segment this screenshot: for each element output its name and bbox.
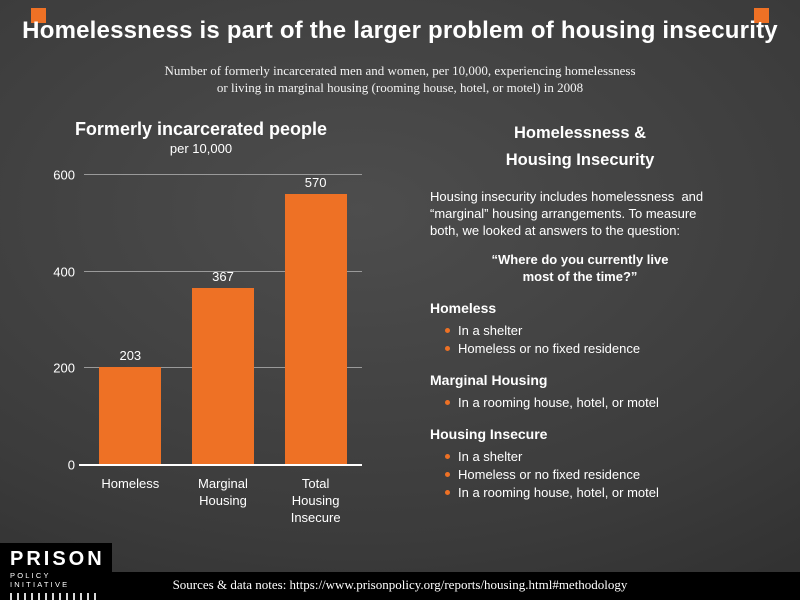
survey-question: “Where do you currently live most of the… [430, 251, 730, 285]
bar-value-label: 367 [212, 268, 234, 284]
gridline [84, 174, 362, 175]
info-panel: Homelessness & Housing Insecurity Housin… [430, 120, 730, 502]
bullet-text: In a shelter [458, 323, 523, 338]
intro-line-1: Housing insecurity includes homelessness… [430, 189, 704, 204]
x-axis-labels: Homeless Marginal Housing Total Housing … [84, 475, 362, 526]
bar-group-homeless: 203 [99, 175, 162, 465]
bullet-dot-icon [445, 490, 450, 495]
bullet-dot-icon [445, 328, 450, 333]
source-note: Sources & data notes: https://www.prison… [172, 577, 628, 592]
chart-subtitle: per 10,000 [169, 141, 233, 156]
bullet-item: In a shelter [445, 322, 730, 339]
y-tick-label: 200 [53, 360, 75, 376]
bar-total-housing-insecure [284, 194, 347, 465]
plot-row: 0 200 400 600 203 367 570 [40, 169, 362, 472]
panel-heading: Homelessness & Housing Insecurity [430, 120, 730, 174]
panel-intro: Housing insecurity includes homelessness… [430, 188, 730, 239]
bar-value-label: 570 [304, 175, 327, 190]
bar-homeless [99, 366, 162, 465]
bar-marginal-housing [191, 287, 254, 465]
section-homeless: Homeless In a shelter Homeless or no fix… [430, 300, 730, 357]
bullet-dot-icon [445, 454, 450, 459]
subtitle-line-1: Number of formerly incarcerated men and … [164, 63, 636, 78]
plot-area: 203 367 570 [79, 174, 362, 466]
subtitle-line-2: or living in marginal housing (rooming h… [216, 80, 584, 95]
section-marginal-housing: Marginal Housing In a rooming house, hot… [430, 372, 730, 411]
bullet-item: In a shelter [445, 448, 730, 465]
page-subtitle: Number of formerly incarcerated men and … [0, 62, 800, 96]
prison-bars-icon [10, 593, 98, 600]
bullet-dot-icon [445, 346, 450, 351]
footer-bar [0, 572, 800, 600]
section-title: Housing Insecure [430, 426, 548, 442]
bullet-text: In a shelter [458, 449, 523, 464]
y-tick-label: 600 [53, 167, 75, 183]
corner-accent-right [754, 8, 769, 23]
chart-title: Formerly incarcerated people [74, 119, 328, 139]
bullet-item: In a rooming house, hotel, or motel [445, 394, 730, 411]
logo-policy-initiative-text: POLICY INITIATIVE [10, 571, 70, 589]
x-label-total-housing-insecure: Total Housing Insecure [290, 476, 341, 525]
x-label-homeless: Homeless [101, 476, 160, 491]
page-title: Homelessness is part of the larger probl… [22, 17, 778, 44]
section-housing-insecure: Housing Insecure In a shelter Homeless o… [430, 426, 730, 501]
bullet-dot-icon [445, 472, 450, 477]
section-title: Marginal Housing [430, 372, 548, 388]
x-axis-baseline [79, 464, 362, 466]
question-line-2: most of the time?” [522, 269, 638, 284]
y-tick-label: 0 [67, 457, 75, 473]
bullet-text: In a rooming house, hotel, or motel [458, 485, 659, 500]
bullet-text: Homeless or no fixed residence [458, 341, 641, 356]
bars-container: 203 367 570 [84, 175, 362, 465]
bar-group-total-housing-insecure: 570 [284, 175, 347, 465]
bullet-item: Homeless or no fixed residence [445, 466, 730, 483]
bullet-text: Homeless or no fixed residence [458, 467, 641, 482]
ppi-logo: PRISON POLICY INITIATIVE [0, 543, 112, 600]
corner-accent-left [31, 8, 46, 23]
bar-group-marginal-housing: 367 [191, 175, 254, 465]
intro-line-3: both, we looked at answers to the questi… [430, 223, 681, 238]
bar-value-label: 203 [119, 347, 142, 363]
bullet-item: In a rooming house, hotel, or motel [445, 484, 730, 501]
bullet-dot-icon [445, 400, 450, 405]
y-tick-label: 400 [53, 264, 75, 280]
panel-heading-line-1: Homelessness & [513, 124, 647, 142]
x-label-marginal-housing: Marginal Housing [198, 476, 248, 508]
logo-prison-text: PRISON [10, 548, 105, 570]
bar-chart: Formerly incarcerated people per 10,000 … [40, 118, 362, 526]
intro-line-2: “marginal” housing arrangements. To meas… [430, 206, 697, 221]
y-axis: 0 200 400 600 [40, 169, 84, 472]
bullet-text: In a rooming house, hotel, or motel [458, 395, 659, 410]
bullet-item: Homeless or no fixed residence [445, 340, 730, 357]
question-line-1: “Where do you currently live [491, 252, 669, 267]
section-title: Homeless [430, 300, 497, 316]
panel-heading-line-2: Housing Insecurity [505, 151, 655, 169]
gridline [84, 270, 362, 272]
